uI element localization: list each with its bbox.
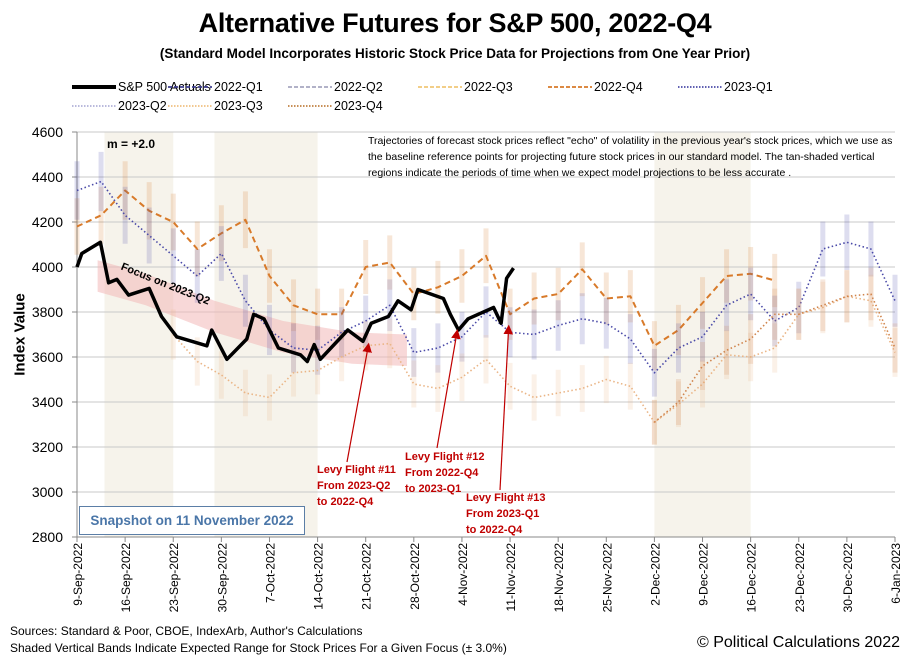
levy-flight-11-label: Levy Flight #11 From 2023-Q2 to 2022-Q4 [317,462,396,510]
legend-item: 2023-Q1 [678,80,773,94]
x-tick-label: 14-Oct-2022 [312,543,326,610]
levy-12-line-1: Levy Flight #12 [405,451,485,463]
tan-shaded-region [104,132,174,537]
levy-flight-arrow [499,324,514,491]
levy-13-line-1: Levy Flight #13 [466,492,546,504]
legend-label: 2023-Q3 [214,99,263,113]
x-tick-label: 21-Oct-2022 [360,543,374,610]
x-tick-label: 16-Dec-2022 [745,543,759,613]
chart-note: Trajectories of forecast stock prices re… [368,135,893,179]
y-tick-label: 3200 [32,439,63,455]
x-tick-label: 25-Nov-2022 [600,543,614,613]
tan-shaded-region [654,132,751,537]
y-tick-label: 4400 [32,169,63,185]
legend-swatch [288,86,332,88]
y-tick-label: 3000 [32,484,63,500]
levy-11-line-3: to 2022-Q4 [317,496,374,508]
y-tick-label: 4200 [32,214,63,230]
legend-swatch [548,86,592,88]
x-tick-label: 6-Jan-2023 [889,543,903,604]
legend-label: 2022-Q3 [464,80,513,94]
legend-label: 2023-Q2 [118,99,167,113]
x-tick-label: 9-Sep-2022 [71,543,85,606]
x-tick-label: 30-Dec-2022 [841,543,855,613]
m-value-label: m = +2.0 [107,137,156,151]
chart-title: Alternative Futures for S&P 500, 2022-Q4 [198,8,712,38]
legend-item: 2023-Q4 [288,99,383,113]
legend-swatch [418,86,462,88]
x-tick-label: 30-Sep-2022 [215,543,229,613]
legend-swatch [72,85,116,89]
y-tick-label: 2800 [32,529,63,545]
footer-bands: Shaded Vertical Bands Indicate Expected … [10,641,507,655]
legend-item: 2023-Q2 [72,99,167,113]
levy-flight-arrow [436,329,461,449]
legend-item: 2022-Q1 [168,80,263,94]
levy-13-line-3: to 2022-Q4 [466,524,523,536]
legend-item: S&P 500 Actuals [72,80,211,94]
levy-flight-arrow [346,342,372,463]
levy-13-line-2: From 2023-Q1 [466,508,540,520]
legend-item: 2022-Q4 [548,80,643,94]
legend-swatch [168,86,212,88]
levy-11-line-2: From 2023-Q2 [317,480,391,492]
legend-swatch [678,86,722,88]
legend-label: 2023-Q1 [724,80,773,94]
y-tick-label: 3400 [32,394,63,410]
levy-12-line-2: From 2022-Q4 [405,467,479,479]
x-tick-label: 28-Oct-2022 [408,543,422,610]
x-tick-label: 7-Oct-2022 [263,543,277,603]
x-tick-label: 16-Sep-2022 [119,543,133,613]
y-tick-label: 3800 [32,304,63,320]
legend-label: 2022-Q4 [594,80,643,94]
x-tick-label: 9-Dec-2022 [697,543,711,606]
levy-flight-12-label: Levy Flight #12 From 2022-Q4 to 2023-Q1 [405,449,484,497]
levy-flight-13-label: Levy Flight #13 From 2023-Q1 to 2022-Q4 [466,490,545,538]
legend-label: 2022-Q1 [214,80,263,94]
legend-swatch [288,105,332,107]
y-tick-label: 4000 [32,259,63,275]
legend-label: 2022-Q2 [334,80,383,94]
x-tick-label: 2-Dec-2022 [648,543,662,606]
levy-11-line-1: Levy Flight #11 [317,464,396,476]
copyright: © Political Calculations 2022 [696,634,900,651]
x-tick-label: 23-Sep-2022 [167,543,181,613]
chart-subtitle: (Standard Model Incorporates Historic St… [159,46,751,61]
legend-label: S&P 500 Actuals [118,80,211,94]
x-tick-label: 4-Nov-2022 [456,543,470,606]
x-tick-label: 11-Nov-2022 [504,543,518,612]
x-tick-label: 18-Nov-2022 [552,543,566,613]
y-tick-label: 4600 [32,124,63,140]
legend-label: 2023-Q4 [334,99,383,113]
snapshot-box: Snapshot on 11 November 2022 [79,506,305,535]
legend-item: 2023-Q3 [168,99,263,113]
legend-swatch [168,105,212,107]
legend-item: 2022-Q3 [418,80,513,94]
y-tick-label: 3600 [32,349,63,365]
focus-band [97,260,407,366]
legend-swatch [72,105,116,107]
y-axis-label: Index Value [11,293,29,376]
levy-12-line-3: to 2023-Q1 [405,483,462,495]
footer-sources: Sources: Standard & Poor, CBOE, IndexArb… [10,624,363,638]
x-tick-label: 23-Dec-2022 [793,543,807,613]
legend-item: 2022-Q2 [288,80,383,94]
